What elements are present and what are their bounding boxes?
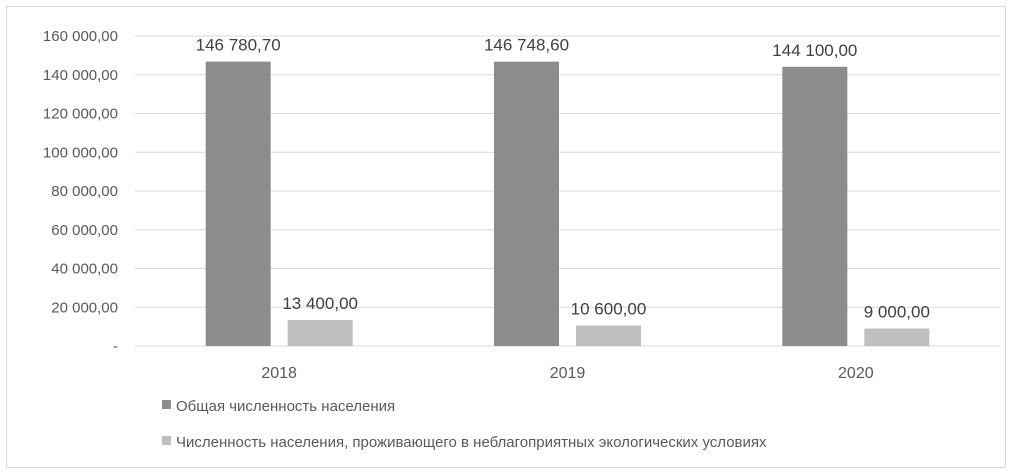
legend-swatch <box>162 436 171 445</box>
y-tick-label: 40 000,00 <box>51 261 118 278</box>
y-tick-label: 160 000,00 <box>43 28 118 45</box>
y-tick-label: 140 000,00 <box>43 67 118 84</box>
y-tick-label: 60 000,00 <box>51 222 118 239</box>
y-tick-label: - <box>113 338 118 355</box>
data-label: 146 780,70 <box>196 36 281 55</box>
legend-label: Численность населения, проживающего в не… <box>176 434 767 451</box>
x-tick-label: 2020 <box>838 365 874 382</box>
bar <box>494 61 559 346</box>
bar <box>576 325 641 346</box>
y-tick-label: 120 000,00 <box>43 106 118 123</box>
legend-label: Общая численность населения <box>176 398 395 415</box>
data-label: 13 400,00 <box>282 294 358 313</box>
legend-swatch <box>162 400 171 409</box>
x-tick-label: 2018 <box>261 365 297 382</box>
bar <box>205 61 271 346</box>
bar <box>287 320 353 346</box>
data-label: 10 600,00 <box>571 299 647 318</box>
x-tick-label: 2019 <box>550 365 586 382</box>
y-tick-label: 20 000,00 <box>51 299 118 316</box>
data-label: 144 100,00 <box>772 41 857 60</box>
bar <box>782 66 848 347</box>
bar <box>864 328 930 346</box>
y-tick-label: 80 000,00 <box>51 183 118 200</box>
data-label: 146 748,60 <box>484 36 569 55</box>
data-label: 9 000,00 <box>864 303 930 322</box>
y-tick-label: 100 000,00 <box>43 144 118 161</box>
